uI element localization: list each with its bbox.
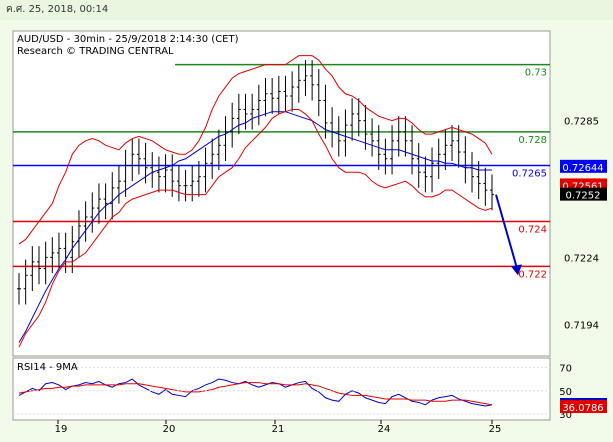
rsi-tick-label: 30	[559, 410, 572, 421]
level-label: 0.724	[518, 225, 547, 236]
level-label: 0.728	[518, 135, 547, 146]
chart-area: 0.730.7280.72650.7240.7220.72850.72550.7…	[12, 30, 607, 435]
ma-line	[18, 111, 492, 343]
price-tag	[560, 187, 607, 201]
projection-arrow	[495, 194, 518, 269]
price-tag	[560, 159, 607, 173]
price-tag-label: 0.7252	[566, 191, 601, 202]
rsi-ma-line	[18, 382, 493, 406]
main-panel	[12, 30, 551, 357]
chart-title: AUD/USD - 30min - 25/9/2018 2:14:30 (CET…	[17, 34, 239, 45]
x-tick-label: 21	[272, 424, 285, 435]
x-tick-label: 20	[163, 424, 176, 435]
y-tick-label: 0.7194	[564, 321, 599, 332]
level-label: 0.7265	[512, 168, 547, 179]
rsi-line	[18, 378, 493, 407]
level-label: 0.722	[518, 269, 547, 280]
bollinger-upper	[18, 55, 493, 245]
bollinger-lower	[18, 108, 493, 348]
rsi-value-label: 36.0786	[562, 403, 603, 414]
y-tick-label: 0.7285	[564, 117, 599, 128]
level-label: 0.73	[525, 68, 547, 79]
rsi-tick-label: 70	[559, 363, 572, 374]
price-tag-label: 0.72644	[562, 163, 603, 174]
rsi-value-tag	[560, 400, 607, 414]
chart-credit: Research © TRADING CENTRAL	[17, 46, 174, 57]
rsi-tick-label: 50	[559, 387, 572, 398]
x-tick-label: 25	[489, 424, 502, 435]
rsi-panel	[12, 357, 551, 421]
projection-arrow-head	[511, 264, 522, 276]
y-tick-label: 0.7224	[564, 253, 599, 264]
price-tag-label: 0.72561	[562, 181, 603, 192]
timestamp: ค.ศ. 25, 2018, 00:14	[0, 0, 613, 20]
rsi-title: RSI14 - 9MA	[17, 362, 78, 373]
x-tick-label: 24	[378, 424, 391, 435]
x-tick-label: 19	[55, 424, 68, 435]
